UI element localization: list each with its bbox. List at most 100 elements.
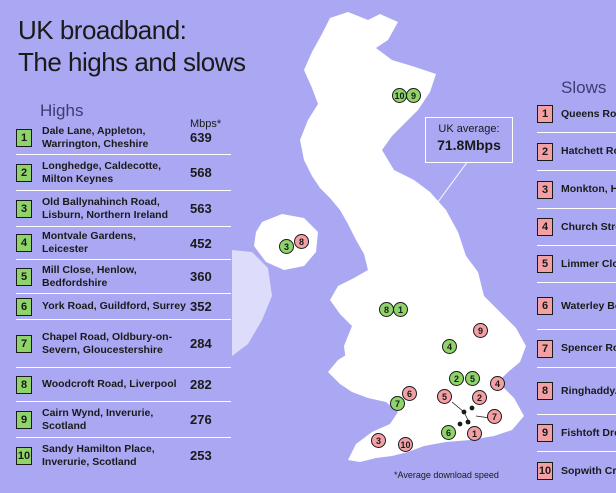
list-item: 9 Cairn Wynd, Inverurie, Scotland 276	[16, 402, 231, 438]
list-item: 6 Waterley Bo... North Nible... Gloucest…	[537, 283, 616, 330]
rank-badge: 10	[16, 446, 32, 465]
footnote: *Average download speed	[394, 470, 499, 480]
rank-badge: 8	[537, 382, 553, 400]
high-marker: 8	[379, 302, 394, 317]
rank-badge: 1	[16, 128, 32, 147]
list-item: 2 Longhedge, Caldecotte, Milton Keynes 5…	[16, 155, 231, 191]
mbps-header: Mbps*	[190, 118, 222, 130]
place-name: York Road, Guildford, Surrey	[42, 300, 186, 312]
rank-badge: 5	[537, 255, 553, 273]
place-name: Church Stre... Great Maple...	[561, 220, 616, 233]
rank-badge: 2	[16, 163, 32, 182]
slows-list: 1 Queens Ro... Weybridge,... 2 Hatchett …	[537, 96, 616, 490]
place-name: Hatchett Ro... Hounslow, L...	[561, 145, 616, 157]
highs-list: 1 Dale Lane, Appleton, Warrington, Chesh…	[16, 121, 231, 473]
list-item: 5 Mill Close, Henlow, Bedfordshire 360	[16, 260, 231, 294]
list-item: 2 Hatchett Ro... Hounslow, L...	[537, 133, 616, 171]
title-line-2: The highs and slows	[18, 47, 246, 77]
place-name: Fishtoft Dro... Boston, Lin...	[561, 426, 616, 439]
high-marker: 5	[465, 371, 480, 386]
rank-badge: 9	[16, 410, 32, 429]
rank-badge: 3	[537, 180, 553, 199]
place-name: Montvale Gardens, Leicester	[42, 230, 136, 255]
speed-value: 639	[190, 130, 212, 145]
uk-average-box: UK average: 71.8Mbps	[425, 117, 513, 163]
place-name: Limmer Clo... Wokingham...	[561, 257, 616, 270]
slow-marker: 3	[371, 433, 386, 448]
place-name: Dale Lane, Appleton, Warrington, Cheshir…	[42, 124, 149, 150]
high-marker: 10	[392, 88, 407, 103]
list-item: 1 Dale Lane, Appleton, Warrington, Chesh…	[16, 121, 231, 155]
slow-marker: 5	[437, 389, 452, 404]
list-item: 3 Old Ballynahinch Road, Lisburn, Northe…	[16, 191, 231, 227]
list-item: 5 Limmer Clo... Wokingham...	[537, 246, 616, 283]
rank-badge: 4	[537, 218, 553, 236]
high-marker: 3	[279, 239, 294, 254]
slow-marker: 7	[487, 409, 502, 424]
speed-value: 284	[190, 336, 212, 351]
high-marker: 9	[406, 88, 421, 103]
place-name: Chapel Road, Oldbury-on-Severn, Gloucest…	[42, 330, 173, 356]
list-item: 8 Woodcroft Road, Liverpool 282	[16, 368, 231, 402]
list-item: 1 Queens Ro... Weybridge,...	[537, 96, 616, 133]
slow-marker: 8	[294, 234, 309, 249]
place-name: Longhedge, Caldecotte, Milton Keynes	[42, 159, 162, 185]
rank-badge: 10	[537, 462, 553, 480]
speed-value: 568	[190, 165, 212, 180]
place-name: Waterley Bo... North Nible... Glouceste.…	[561, 299, 616, 312]
list-item: 9 Fishtoft Dro... Boston, Lin...	[537, 415, 616, 452]
high-marker: 1	[393, 302, 408, 317]
rank-badge: 5	[16, 267, 32, 286]
highs-heading: Highs	[40, 101, 84, 120]
speed-value: 276	[190, 412, 212, 427]
slow-marker: 4	[490, 376, 505, 391]
speed-value: 452	[190, 235, 212, 251]
list-item: 7 Spencer Ro... Caterham, S...	[537, 330, 616, 368]
place-name: Ringhaddy... Killinchy, Northern Ire...	[561, 384, 616, 397]
slow-marker: 6	[402, 386, 417, 401]
average-label: UK average:	[438, 123, 500, 135]
title-line-1: UK broadband:	[18, 15, 187, 45]
place-name: Old Ballynahinch Road, Lisburn, Northern…	[42, 195, 169, 221]
rank-badge: 1	[537, 105, 553, 123]
speed-value: 352	[190, 299, 212, 314]
list-item: 3 Monkton, H... Exeter	[537, 171, 616, 209]
list-item: 7 Chapel Road, Oldbury-on-Severn, Glouce…	[16, 320, 231, 368]
list-item: 4 Church Stre... Great Maple...	[537, 209, 616, 246]
rank-badge: 3	[16, 199, 32, 218]
high-marker: 4	[442, 339, 457, 354]
page-title: UK broadband: The highs and slows	[18, 14, 246, 78]
average-value: 71.8Mbps	[437, 137, 501, 153]
slow-marker: 1	[467, 426, 482, 441]
speed-value: 282	[190, 377, 212, 392]
place-name: Sopwith Cre... Wimborne,...	[561, 464, 616, 477]
average-connector	[431, 160, 469, 211]
high-marker: 6	[441, 425, 456, 440]
list-item: 10 Sopwith Cre... Wimborne,...	[537, 452, 616, 490]
place-name: Monkton, H... Exeter	[561, 183, 616, 195]
high-marker: 2	[449, 371, 464, 386]
rank-badge: 7	[16, 334, 32, 353]
rank-badge: 4	[16, 234, 32, 252]
ireland-landmass	[232, 250, 272, 356]
high-marker: 7	[390, 396, 405, 411]
rank-badge: 9	[537, 424, 553, 442]
place-name: Woodcroft Road, Liverpool	[42, 378, 177, 390]
list-item: 8 Ringhaddy... Killinchy, Northern Ire..…	[537, 368, 616, 415]
slow-marker: 10	[398, 437, 413, 452]
rank-badge: 8	[16, 375, 32, 394]
list-item: 6 York Road, Guildford, Surrey 352	[16, 294, 231, 320]
rank-badge: 2	[537, 142, 553, 161]
rank-badge: 6	[16, 297, 32, 316]
place-name: Mill Close, Henlow, Bedfordshire	[42, 263, 137, 289]
speed-value: 253	[190, 448, 212, 463]
place-name: Spencer Ro... Caterham, S...	[561, 342, 616, 354]
speed-value: 360	[190, 269, 212, 284]
place-name: Sandy Hamilton Place, Inverurie, Scotlan…	[42, 442, 155, 468]
list-item: 4 Montvale Gardens, Leicester 452	[16, 227, 231, 260]
slow-marker: 2	[472, 390, 487, 405]
place-name: Cairn Wynd, Inverurie, Scotland	[42, 406, 154, 432]
rank-badge: 6	[537, 297, 553, 315]
slow-marker: 9	[473, 323, 488, 338]
place-name: Queens Ro... Weybridge,...	[561, 107, 616, 120]
